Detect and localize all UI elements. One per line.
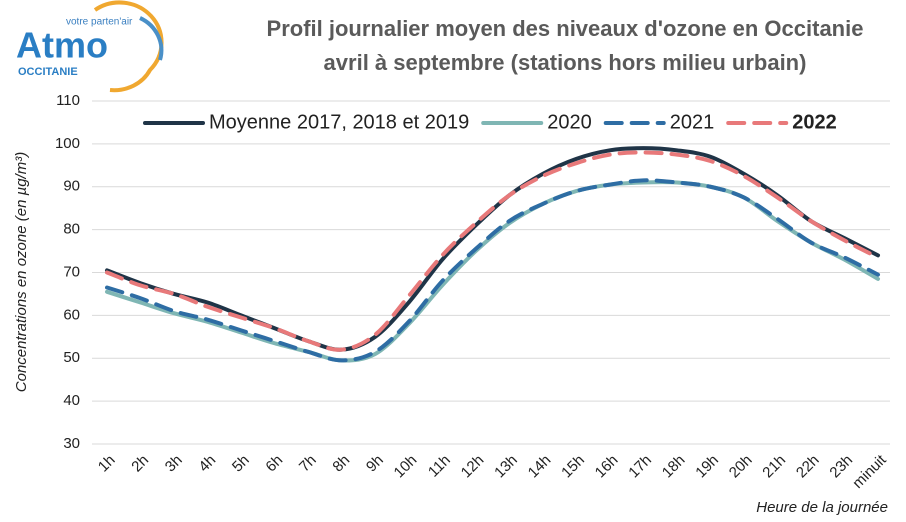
x-tick-label: 12h [458, 452, 488, 482]
logo-name: Atmo [16, 25, 108, 66]
x-tick-label: 20h [726, 452, 756, 482]
chart-title: Profil journalier moyen des niveaux d'oz… [267, 16, 864, 41]
x-tick-label: 9h [363, 452, 387, 476]
x-tick-label: 1h [95, 452, 119, 476]
x-tick-label: 5h [229, 452, 253, 476]
series-line [105, 146, 880, 352]
legend-label: 2020 [547, 111, 592, 133]
y-tick-label: 40 [63, 392, 80, 409]
y-tick-label: 100 [55, 135, 80, 152]
y-tick-label: 30 [63, 435, 80, 452]
logo-tagline: votre parten'air [66, 17, 133, 28]
series-line [105, 150, 880, 352]
logo: votre parten'air Atmo OCCITANIE [16, 0, 164, 93]
logo-region: OCCITANIE [18, 66, 78, 78]
y-tick-label: 90 [63, 178, 80, 195]
y-tick-label: 110 [56, 92, 80, 109]
x-axis-title: Heure de la journée [756, 499, 888, 516]
x-tick-label: 17h [625, 452, 655, 482]
x-tick-label: 13h [491, 452, 521, 482]
chart-subtitle: avril à septembre (stations hors milieu … [324, 50, 807, 75]
x-tick-label: 2h [128, 452, 152, 476]
x-tick-label: 22h [793, 452, 823, 482]
y-tick-label: 70 [63, 263, 80, 280]
x-tick-label: 15h [558, 452, 588, 482]
x-tick-label: 21h [759, 452, 789, 482]
x-tick-label: 7h [296, 452, 320, 476]
series-line [105, 178, 880, 363]
logo-arc [139, 16, 164, 61]
y-tick-label: 80 [63, 221, 80, 238]
x-tick-label: 16h [592, 452, 622, 482]
x-tick-label: 11h [425, 452, 454, 481]
x-tick-label: 8h [329, 452, 353, 476]
x-tick-label: 4h [195, 452, 219, 476]
x-tick-label: 18h [659, 452, 689, 482]
y-tick-label: 50 [63, 349, 80, 366]
x-tick-label: 19h [692, 452, 722, 482]
x-tick-label: 3h [162, 452, 186, 476]
x-tick-label: 14h [525, 452, 555, 482]
y-tick-label: 60 [63, 306, 80, 323]
legend-label: Moyenne 2017, 2018 et 2019 [209, 111, 469, 133]
legend-label: 2021 [670, 111, 715, 133]
x-tick-label: 6h [262, 452, 286, 476]
x-tick-label: 10h [391, 452, 421, 482]
x-tick-label: minuit [849, 451, 890, 492]
legend-label: 2022 [792, 111, 837, 133]
y-axis-title: Concentrations en ozone (en µg/m³) [13, 152, 30, 392]
